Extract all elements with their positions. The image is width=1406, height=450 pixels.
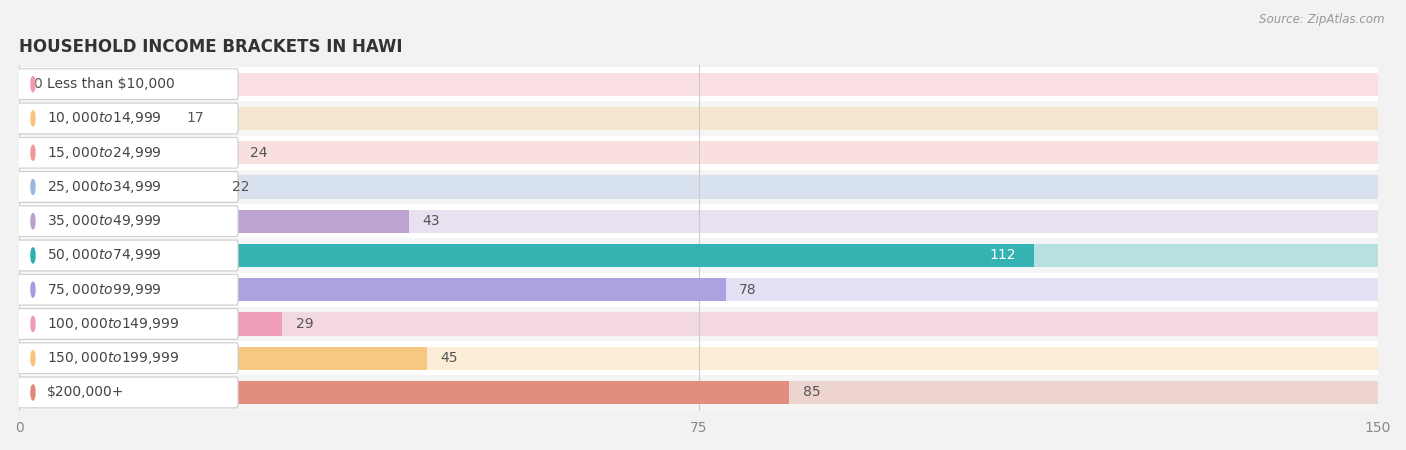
FancyBboxPatch shape xyxy=(20,341,1378,375)
Bar xyxy=(20,381,1378,404)
Text: 43: 43 xyxy=(422,214,440,228)
FancyBboxPatch shape xyxy=(18,69,238,99)
Text: Less than $10,000: Less than $10,000 xyxy=(46,77,174,91)
Bar xyxy=(20,312,1378,336)
Circle shape xyxy=(31,76,35,92)
Text: $50,000 to $74,999: $50,000 to $74,999 xyxy=(46,248,162,263)
FancyBboxPatch shape xyxy=(18,274,238,305)
Text: 112: 112 xyxy=(988,248,1015,262)
Bar xyxy=(20,210,409,233)
Text: $35,000 to $49,999: $35,000 to $49,999 xyxy=(46,213,162,229)
Circle shape xyxy=(31,111,35,126)
FancyBboxPatch shape xyxy=(18,206,238,237)
FancyBboxPatch shape xyxy=(18,240,238,271)
Bar xyxy=(20,278,1378,302)
Circle shape xyxy=(31,248,35,263)
Text: $10,000 to $14,999: $10,000 to $14,999 xyxy=(46,110,162,126)
FancyBboxPatch shape xyxy=(18,171,238,202)
Text: 85: 85 xyxy=(803,386,820,400)
Bar xyxy=(20,72,1378,96)
Bar xyxy=(20,141,236,164)
FancyBboxPatch shape xyxy=(20,135,1378,170)
Bar xyxy=(20,244,1033,267)
Bar xyxy=(20,244,1378,267)
Text: 78: 78 xyxy=(740,283,756,297)
Bar xyxy=(20,141,1378,164)
Bar xyxy=(20,210,1378,233)
Circle shape xyxy=(31,282,35,297)
Bar xyxy=(20,176,218,198)
Text: $100,000 to $149,999: $100,000 to $149,999 xyxy=(46,316,179,332)
FancyBboxPatch shape xyxy=(20,67,1378,101)
FancyBboxPatch shape xyxy=(18,137,238,168)
Bar xyxy=(20,346,427,370)
Text: 17: 17 xyxy=(187,112,204,126)
Circle shape xyxy=(31,385,35,400)
Circle shape xyxy=(31,214,35,229)
FancyBboxPatch shape xyxy=(20,307,1378,341)
Bar xyxy=(20,176,1378,198)
Text: $150,000 to $199,999: $150,000 to $199,999 xyxy=(46,350,179,366)
Circle shape xyxy=(31,180,35,194)
Text: 0: 0 xyxy=(32,77,42,91)
FancyBboxPatch shape xyxy=(18,309,238,339)
Text: 22: 22 xyxy=(232,180,250,194)
FancyBboxPatch shape xyxy=(20,375,1378,410)
Text: HOUSEHOLD INCOME BRACKETS IN HAWI: HOUSEHOLD INCOME BRACKETS IN HAWI xyxy=(20,37,404,55)
FancyBboxPatch shape xyxy=(18,103,238,134)
FancyBboxPatch shape xyxy=(20,204,1378,238)
Text: Source: ZipAtlas.com: Source: ZipAtlas.com xyxy=(1260,14,1385,27)
Bar xyxy=(20,107,173,130)
FancyBboxPatch shape xyxy=(20,238,1378,273)
FancyBboxPatch shape xyxy=(20,170,1378,204)
Bar xyxy=(20,278,725,302)
FancyBboxPatch shape xyxy=(18,377,238,408)
Text: 29: 29 xyxy=(295,317,314,331)
FancyBboxPatch shape xyxy=(20,101,1378,135)
Circle shape xyxy=(31,351,35,366)
Text: $15,000 to $24,999: $15,000 to $24,999 xyxy=(46,145,162,161)
Bar xyxy=(20,312,283,336)
Text: 45: 45 xyxy=(440,351,458,365)
Bar xyxy=(20,107,1378,130)
Bar xyxy=(20,381,789,404)
Text: $75,000 to $99,999: $75,000 to $99,999 xyxy=(46,282,162,298)
FancyBboxPatch shape xyxy=(18,343,238,373)
Circle shape xyxy=(31,145,35,160)
FancyBboxPatch shape xyxy=(20,273,1378,307)
Text: $200,000+: $200,000+ xyxy=(46,386,124,400)
Text: $25,000 to $34,999: $25,000 to $34,999 xyxy=(46,179,162,195)
Text: 24: 24 xyxy=(250,146,267,160)
Circle shape xyxy=(31,316,35,332)
Bar xyxy=(20,346,1378,370)
